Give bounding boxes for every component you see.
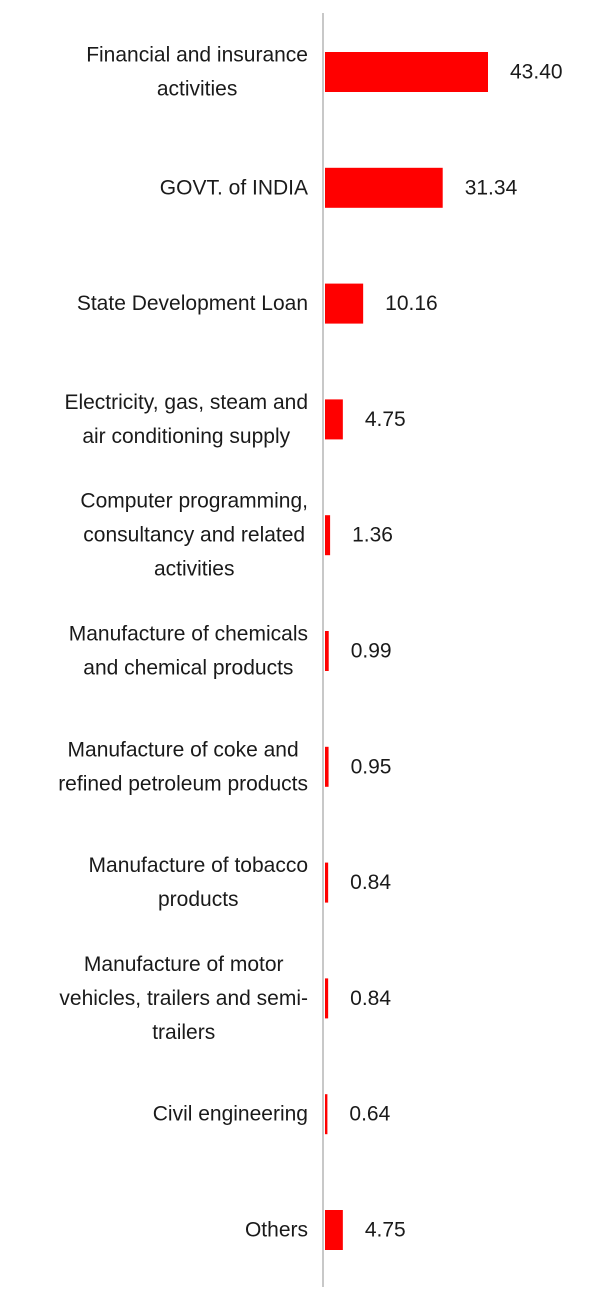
category-label-line: Financial and insurance — [86, 44, 308, 67]
bar — [325, 515, 331, 556]
category-label: Computer programming, consultancy and rel… — [80, 490, 308, 581]
bar — [325, 52, 488, 92]
category-label-line: Manufacture of chemicals — [69, 623, 308, 646]
category-label: Electricity, gas, steam and air condition… — [64, 391, 308, 448]
value-label: 31.34 — [465, 176, 518, 199]
category-label-line: Manufacture of coke and — [68, 738, 299, 761]
bar — [325, 978, 329, 1019]
category-label-line: refined petroleum products — [58, 772, 308, 795]
category-label-line: trailers — [152, 1021, 215, 1044]
bar — [325, 746, 329, 787]
value-label: 4.75 — [365, 408, 406, 431]
bar — [325, 862, 329, 903]
value-label: 4.75 — [365, 1219, 406, 1242]
bars-layer — [325, 52, 488, 1250]
category-label-line: products — [158, 888, 239, 911]
bar — [325, 399, 343, 440]
bar — [325, 283, 364, 324]
category-label-line: State Development Loan — [77, 292, 308, 315]
category-label-line: activities — [157, 78, 238, 101]
value-label: 1.36 — [352, 524, 393, 547]
category-label-line: Civil engineering — [153, 1103, 308, 1126]
category-label: State Development Loan — [77, 292, 308, 315]
category-label: Manufacture of tobacco products — [89, 854, 308, 911]
value-label: 0.84 — [350, 871, 391, 894]
bar — [325, 167, 443, 208]
value-label: 43.40 — [510, 61, 563, 84]
category-label-line: Others — [245, 1219, 308, 1242]
category-label: Others — [245, 1219, 308, 1242]
value-label: 0.99 — [351, 640, 392, 663]
category-label-line: consultancy and related — [83, 524, 305, 547]
category-label-line: activities — [154, 558, 235, 581]
category-label: GOVT. of INDIA — [160, 176, 308, 199]
value-labels: 43.40 31.34 10.16 4.75 1.36 0.99 0.95 0.84 0.84 0… — [349, 61, 562, 1242]
value-label: 0.95 — [351, 755, 392, 778]
category-label: Civil engineering — [153, 1103, 308, 1126]
category-label: Manufacture of coke and refined petroleum… — [58, 738, 308, 795]
category-label: Manufacture of motor vehicles, trailers a… — [59, 953, 308, 1044]
category-label-line: Electricity, gas, steam and — [64, 391, 308, 414]
category-label: Financial and insurance activities — [86, 44, 308, 101]
category-label-line: air conditioning supply — [82, 425, 290, 448]
category-labels: Financial and insurance activities GOVT. o… — [58, 44, 308, 1242]
value-label: 0.84 — [350, 987, 391, 1010]
value-label: 0.64 — [349, 1103, 390, 1126]
category-label-line: Manufacture of tobacco — [89, 854, 308, 877]
category-label-line: vehicles, trailers and semi- — [59, 987, 308, 1010]
value-label: 10.16 — [385, 292, 438, 315]
category-label: Manufacture of chemicals and chemical pro… — [69, 623, 308, 680]
category-label-line: Computer programming, — [80, 490, 308, 513]
bar — [325, 1094, 328, 1135]
bar — [325, 631, 329, 671]
bar — [325, 1210, 343, 1250]
category-label-line: GOVT. of INDIA — [160, 176, 308, 199]
category-label-line: Manufacture of motor — [84, 953, 284, 976]
category-label-line: and chemical products — [83, 657, 293, 680]
